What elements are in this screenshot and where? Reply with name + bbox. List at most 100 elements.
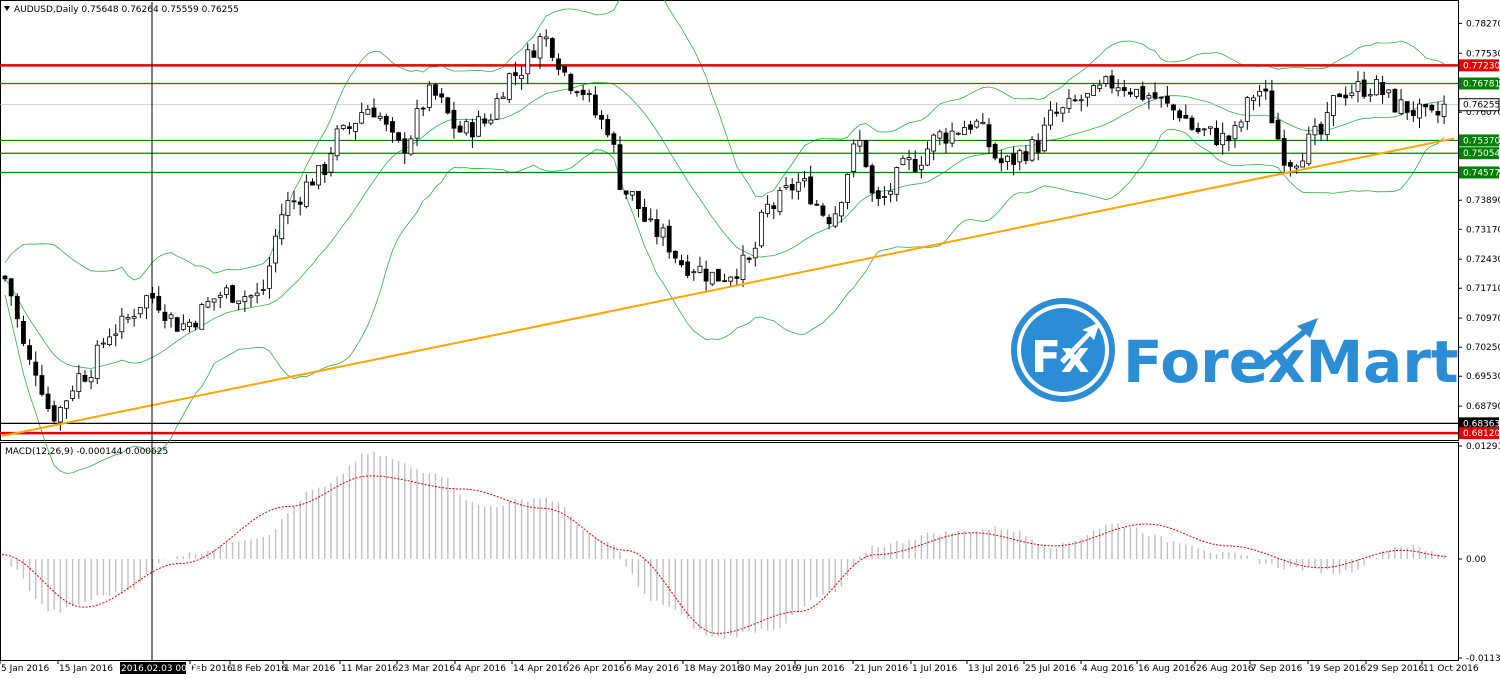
candle-body <box>617 144 623 190</box>
candle-body <box>439 93 445 98</box>
candle-body <box>1103 76 1109 84</box>
candle-body <box>648 218 654 221</box>
level-price-tag <box>1459 166 1499 179</box>
candle-body <box>1232 125 1238 140</box>
candle-body <box>1374 79 1379 96</box>
price-axis[interactable]: 0.782700.775300.768000.760700.753400.746… <box>1458 19 1500 440</box>
candle-body <box>70 390 76 399</box>
candle-body <box>666 225 672 253</box>
candle-body <box>1146 95 1152 99</box>
main-plot-frame <box>0 0 1459 441</box>
candle-body <box>1226 135 1232 142</box>
macd-tick-label: 0.00 <box>1466 555 1486 565</box>
candle-body <box>359 112 365 124</box>
candle-body <box>1367 94 1373 97</box>
candle-body <box>2 275 8 280</box>
candle-body <box>1423 103 1429 108</box>
candle-body <box>642 206 647 222</box>
level-price-label: 0.76781 <box>1463 79 1500 89</box>
level-price-tag <box>1459 427 1499 440</box>
candle-body <box>500 96 506 99</box>
candle-body <box>1417 103 1422 119</box>
trendline-layer <box>1 137 1455 437</box>
candle-body <box>217 294 223 298</box>
x-tick-label: 7 Sep 2016 <box>1251 664 1303 674</box>
candle-body <box>869 165 875 194</box>
candle-body <box>1263 88 1269 92</box>
candle-body <box>820 205 826 216</box>
candle-body <box>1023 151 1029 161</box>
candle-body <box>1300 160 1306 168</box>
candle-body <box>1164 95 1170 104</box>
y-tick-label: 0.69530 <box>1466 372 1500 382</box>
candle-body <box>765 203 770 214</box>
candle-body <box>1005 155 1010 162</box>
candle-body <box>371 107 377 118</box>
x-tick-label: Feb 2016 <box>191 664 233 674</box>
trendline[interactable] <box>1 137 1455 437</box>
x-tick-label: 16 Aug 2016 <box>1138 664 1196 674</box>
candle-body <box>168 314 174 319</box>
candle-body <box>377 115 383 119</box>
candle-body <box>482 118 488 124</box>
candle-body <box>703 268 709 282</box>
candle-body <box>826 216 832 225</box>
crosshair-date-tag: 2016.02.03 00:00 <box>120 662 202 674</box>
candle-body <box>912 158 918 172</box>
candle-body <box>291 200 297 203</box>
candle-body <box>426 84 432 108</box>
y-tick-label: 0.72430 <box>1466 255 1500 265</box>
y-tick-label: 0.76070 <box>1466 108 1500 118</box>
candle-body <box>882 196 887 198</box>
candle-body <box>340 124 346 129</box>
candle-body <box>709 271 715 285</box>
candle-body <box>1287 162 1293 167</box>
candle-body <box>1312 125 1318 136</box>
candle-body <box>857 139 863 147</box>
candle-body <box>611 133 617 145</box>
x-tick-label: 18 Feb 2016 <box>231 664 287 674</box>
candle-body <box>285 200 291 216</box>
candle-body <box>180 323 186 330</box>
candle-body <box>1398 99 1404 114</box>
candle-body <box>211 298 217 303</box>
candle-body <box>390 121 395 133</box>
candle-body <box>537 36 543 59</box>
crosshair-date-label: 2016.02.03 00:00 <box>121 664 202 674</box>
level-price-label: 0.75370 <box>1463 136 1500 146</box>
candle-body <box>433 84 438 96</box>
candle-body <box>593 94 598 116</box>
crosshair-date-bg <box>120 662 186 674</box>
candle-body <box>1214 127 1219 146</box>
candles <box>2 29 1447 431</box>
symbol-dropdown-icon[interactable] <box>4 6 10 11</box>
candle-body <box>8 278 14 297</box>
candle-body <box>771 205 777 210</box>
candle-body <box>629 191 635 196</box>
candle-body <box>230 285 235 303</box>
candle-body <box>728 276 734 282</box>
candle-body <box>1109 75 1115 89</box>
candle-body <box>1183 114 1189 119</box>
candle-body <box>27 345 33 360</box>
candle-body <box>1380 82 1385 95</box>
macd-header-text: MACD(12,26,9) -0.000144 0.000625 <box>5 447 168 457</box>
candle-body <box>513 72 518 76</box>
candle-body <box>322 164 328 175</box>
candle-body <box>1435 110 1441 116</box>
x-tick-label: 6 May 2016 <box>626 664 679 674</box>
candle-body <box>795 181 801 192</box>
macd-axis[interactable]: 0.012916 0.00 -0.011312 <box>1458 442 1500 664</box>
candle-body <box>789 184 795 191</box>
candle-body <box>894 167 900 195</box>
candle-body <box>316 164 322 186</box>
candle-body <box>494 98 500 120</box>
level-price-label: 0.75054 <box>1463 149 1500 159</box>
candle-body <box>925 148 930 166</box>
candle-body <box>383 115 389 125</box>
candle-body <box>125 317 131 320</box>
candle-body <box>414 108 420 139</box>
candle-body <box>1041 124 1047 152</box>
